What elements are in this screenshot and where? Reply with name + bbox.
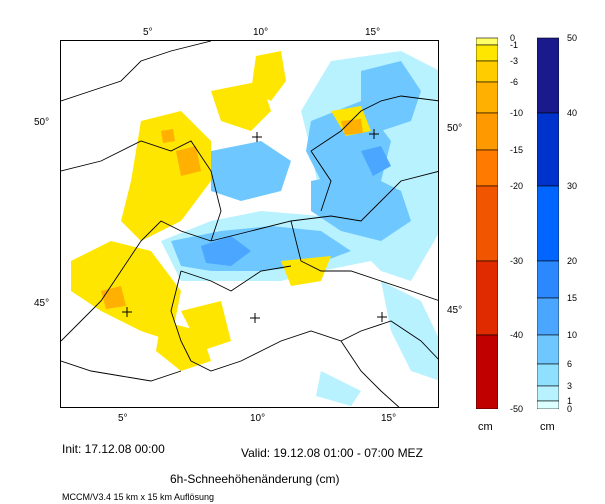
colorbar-band — [476, 185, 498, 262]
valid-time: Valid: 19.12.08 01:00 - 07:00 MEZ — [241, 446, 423, 460]
lon-label-bottom-10: 10° — [250, 413, 266, 424]
colorbar-tick-label: 40 — [567, 108, 578, 118]
lon-label-bottom-5: 5° — [118, 413, 128, 424]
colorbar-tick-label: 20 — [567, 256, 578, 266]
colorbar-band — [537, 112, 559, 187]
lon-label-bottom-15: 15° — [381, 413, 397, 424]
colorbar-tick-label: 50 — [567, 33, 578, 43]
lat-label-right-50: 50° — [447, 123, 463, 134]
init-time: Init: 17.12.08 00:00 — [62, 442, 165, 456]
colorbar-tick-label: -15 — [510, 145, 524, 155]
colorbar-negative-unit: cm — [478, 421, 493, 433]
colorbar-band — [476, 334, 498, 409]
colorbar-tick-label: 0 — [567, 404, 573, 414]
colorbar-positive — [537, 37, 559, 409]
model-footer: MCCM/V3.4 15 km x 15 km Auflösung — [62, 492, 215, 502]
city-markers — [122, 129, 387, 323]
colorbar-band — [537, 297, 559, 336]
colorbar-tick-label: -40 — [510, 330, 524, 340]
map-panel — [60, 40, 439, 408]
colorbar-tick-label: -3 — [510, 56, 519, 66]
colorbar-tick-label: 30 — [567, 181, 578, 191]
colorbar-tick-label: 6 — [567, 359, 573, 369]
colorbar-tick-label: 15 — [567, 293, 578, 303]
lat-label-right-45: 45° — [447, 305, 463, 316]
colorbar-band — [476, 149, 498, 187]
colorbar-band — [537, 37, 559, 114]
lon-label-top-15: 15° — [365, 27, 381, 38]
colorbar-tick-label: -30 — [510, 256, 524, 266]
lat-label-left-50: 50° — [34, 117, 50, 128]
colorbar-tick-label: -6 — [510, 77, 519, 87]
colorbar-tick-label: 1 — [567, 396, 573, 406]
colorbar-band — [476, 81, 498, 114]
colorbar-tick-label: -50 — [510, 404, 524, 414]
colorbar-negative — [476, 37, 498, 409]
colorbar-tick-label: -10 — [510, 108, 524, 118]
country-borders — [61, 41, 438, 407]
colorbar-tick-label: 10 — [567, 330, 578, 340]
snow-decrease-areas — [71, 51, 371, 371]
colorbar-tick-label: -1 — [510, 40, 519, 50]
colorbar-band — [537, 363, 559, 387]
colorbar-positive-unit: cm — [540, 421, 555, 433]
snow-increase-medium-areas — [171, 61, 421, 271]
colorbar-band — [476, 60, 498, 83]
colorbar-band — [537, 334, 559, 365]
colorbar-band — [537, 385, 559, 402]
colorbar-band — [537, 260, 559, 299]
colorbar-band — [476, 112, 498, 151]
colorbar-tick-label: 0 — [510, 33, 516, 43]
colorbar-tick-label: 3 — [567, 381, 573, 391]
colorbar-band — [537, 185, 559, 262]
colorbar-band — [537, 400, 559, 409]
map-title: 6h-Schneehöhenänderung (cm) — [170, 472, 340, 486]
colorbar-band — [476, 44, 498, 62]
snow-change-map — [61, 41, 438, 407]
lon-label-top-10: 10° — [253, 27, 269, 38]
snow-increase-strong-areas — [201, 146, 391, 266]
colorbar-tick-label: -20 — [510, 181, 524, 191]
colorbar-band — [476, 260, 498, 336]
lon-label-top-5: 5° — [143, 27, 153, 38]
colorbar-band — [476, 37, 498, 46]
lat-label-left-45: 45° — [34, 298, 50, 309]
